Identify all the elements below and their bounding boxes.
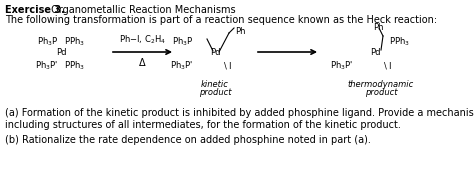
Text: Ph: Ph <box>373 23 383 32</box>
Text: Ph$_3$P: Ph$_3$P <box>36 35 58 48</box>
Text: Ph$_3$P': Ph$_3$P' <box>35 60 58 72</box>
Text: product: product <box>199 88 231 97</box>
Text: Pd: Pd <box>210 48 220 57</box>
Text: Ph$_3$P: Ph$_3$P <box>172 35 193 48</box>
Text: $\Delta$: $\Delta$ <box>138 56 147 68</box>
Text: PPh$_3$: PPh$_3$ <box>64 60 85 72</box>
Text: $\backslash$ I: $\backslash$ I <box>223 60 232 71</box>
Text: PPh$_3$: PPh$_3$ <box>389 35 410 48</box>
Text: Ph$-$I, C$_2$H$_4$: Ph$-$I, C$_2$H$_4$ <box>119 33 166 46</box>
Text: Ph: Ph <box>235 27 246 36</box>
Text: including structures of all intermediates, for the formation of the kinetic prod: including structures of all intermediate… <box>5 120 401 130</box>
Text: kinetic: kinetic <box>201 80 229 89</box>
Text: Ph$_3$P': Ph$_3$P' <box>170 60 193 72</box>
Text: $\backslash$ I: $\backslash$ I <box>383 60 392 71</box>
Text: Organometallic Reaction Mechanisms: Organometallic Reaction Mechanisms <box>48 5 236 15</box>
Text: Exercise 3.: Exercise 3. <box>5 5 65 15</box>
Text: thermodynamic: thermodynamic <box>348 80 414 89</box>
Text: The following transformation is part of a reaction sequence known as the Heck re: The following transformation is part of … <box>5 15 437 25</box>
Text: Pd: Pd <box>370 48 380 57</box>
Text: PPh$_3$: PPh$_3$ <box>64 35 85 48</box>
Text: Ph$_3$P': Ph$_3$P' <box>330 60 353 72</box>
Text: (b) Rationalize the rate dependence on added phosphine noted in part (a).: (b) Rationalize the rate dependence on a… <box>5 135 371 145</box>
Text: Pd: Pd <box>56 48 66 57</box>
Text: (a) Formation of the kinetic product is inhibited by added phosphine ligand. Pro: (a) Formation of the kinetic product is … <box>5 108 474 118</box>
Text: product: product <box>365 88 397 97</box>
